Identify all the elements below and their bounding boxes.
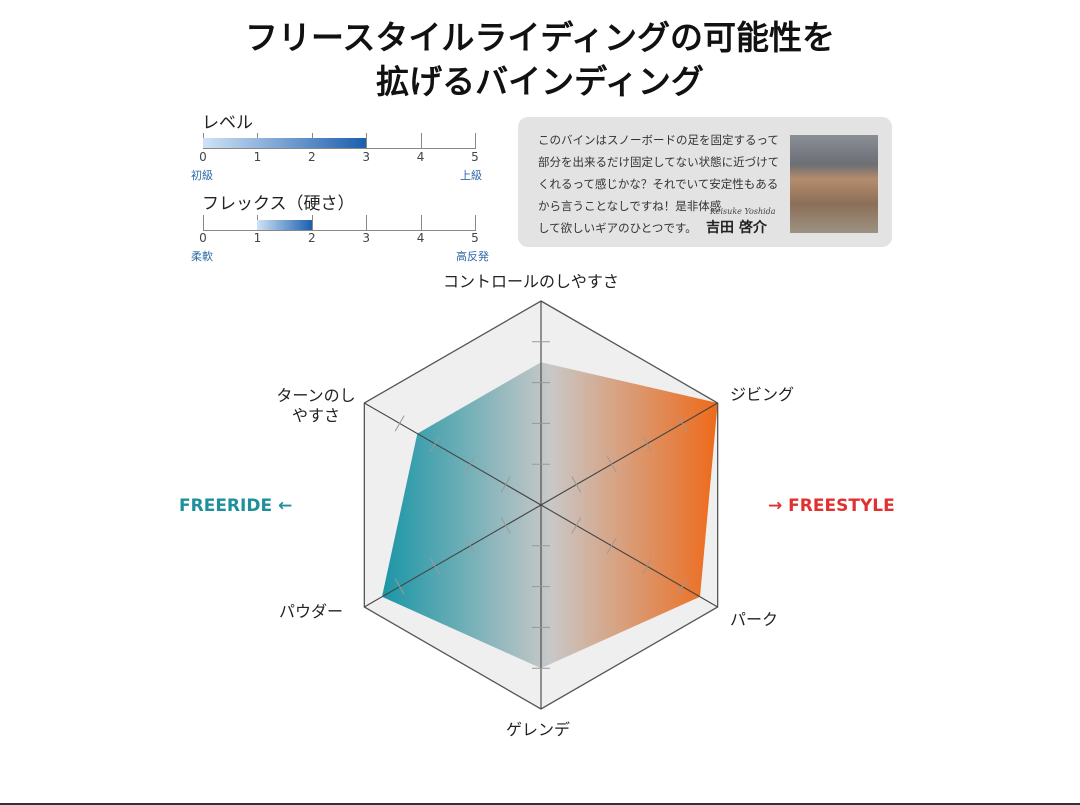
level-min-label: 初級 xyxy=(191,169,213,182)
level-scale xyxy=(203,131,476,149)
radar-tick xyxy=(394,415,405,432)
freestyle-text: FREESTYLE xyxy=(788,496,895,516)
flex-max-label: 高反発 xyxy=(456,250,489,263)
rider-name-jp: 吉田 啓介 xyxy=(706,220,767,236)
scale-tick xyxy=(311,215,313,231)
freeride-text: FREERIDE xyxy=(179,496,273,516)
axis-label-turn: ターンのしやすさ xyxy=(276,386,356,425)
scale-tick-label: 1 xyxy=(253,150,262,164)
scale-tick-label: 1 xyxy=(253,231,262,245)
scale-tick-label: 5 xyxy=(471,231,479,245)
arrow-right-icon: → xyxy=(768,496,783,516)
level-max-label: 上級 xyxy=(460,169,482,182)
scale-tick-label: 2 xyxy=(307,150,316,164)
radar-tick xyxy=(500,476,511,493)
quote-text: このバインはスノーボードの足を固定するって 部分を出来るだけ固定してない状態に近… xyxy=(538,129,779,239)
arrow-left-icon: ← xyxy=(278,496,293,516)
radar-tick xyxy=(571,517,582,534)
radar-data-area xyxy=(381,362,718,669)
scale-tick-label: 0 xyxy=(199,231,207,245)
title-line-1: フリースタイルライディングの可能性を xyxy=(244,18,836,57)
radar-tick xyxy=(430,558,440,575)
flex-min-label: 柔軟 xyxy=(191,250,213,263)
scale-tick xyxy=(203,215,204,231)
scale-tick-label: 3 xyxy=(362,150,371,164)
radar-tick xyxy=(571,476,582,493)
freeride-label: FREERIDE ← xyxy=(179,496,292,516)
radar-tick xyxy=(677,578,688,595)
axis-label-powder: パウダー xyxy=(279,602,344,621)
radar-tick xyxy=(642,435,652,452)
axis-label-park: パーク xyxy=(730,610,779,629)
radar-tick xyxy=(465,537,476,554)
scale-tick xyxy=(475,133,476,149)
radar-tick xyxy=(500,517,511,534)
scale-tick-label: 0 xyxy=(199,150,207,164)
radar-axis xyxy=(364,504,542,608)
radar-tick xyxy=(642,558,652,575)
scale-tick xyxy=(366,215,368,231)
bottom-divider xyxy=(0,803,1080,805)
scale-tick xyxy=(420,133,422,149)
radar-axis xyxy=(540,504,718,608)
level-label: レベル xyxy=(202,113,253,133)
quote-line: くれるって感じかな？それでいて安定性もある xyxy=(538,177,779,191)
scale-tick-label: 5 xyxy=(471,150,479,164)
quote-line: このバインはスノーボードの足を固定するって xyxy=(538,133,779,147)
radar-tick xyxy=(677,415,688,432)
radar-tick xyxy=(606,537,617,554)
axis-label-slope: ゲレンデ xyxy=(506,720,571,739)
scale-tick-label: 2 xyxy=(307,231,316,245)
quote-line: して欲しいギアのひとつです。 xyxy=(538,221,697,235)
page-title: フリースタイルライディングの可能性を 拡げるバインディング xyxy=(0,16,1080,104)
flex-label: フレックス（硬さ） xyxy=(202,194,355,214)
radar-tick xyxy=(430,435,440,452)
quote-line: 部分を出来るだけ固定してない状態に近づけて xyxy=(538,155,780,169)
flex-scale xyxy=(203,213,476,231)
radar-tick xyxy=(394,578,405,595)
scale-fill xyxy=(203,138,367,148)
radar-tick xyxy=(465,456,476,473)
scale-tick xyxy=(366,133,368,149)
axis-label-control: コントロールのしやすさ xyxy=(443,272,619,291)
scale-fill xyxy=(257,220,312,230)
quote-line: から言うことなしですね！是非体感 xyxy=(538,199,722,213)
scale-tick-label: 4 xyxy=(416,231,425,245)
freestyle-label: → FREESTYLE xyxy=(768,496,895,516)
rider-name-en: Keisuke Yoshida xyxy=(710,207,776,216)
rider-quote-box: このバインはスノーボードの足を固定するって 部分を出来るだけ固定してない状態に近… xyxy=(518,117,892,247)
radar-tick xyxy=(606,456,617,473)
scale-tick xyxy=(420,215,422,231)
axis-label-jibbing: ジビング xyxy=(730,385,795,404)
title-line-2: 拡げるバインディング xyxy=(376,62,704,101)
scale-tick-label: 3 xyxy=(362,231,371,245)
scale-tick-label: 4 xyxy=(416,150,425,164)
radar-axis xyxy=(540,402,718,506)
rider-photo xyxy=(790,135,878,233)
radar-axis xyxy=(364,402,542,506)
scale-tick xyxy=(475,215,476,231)
